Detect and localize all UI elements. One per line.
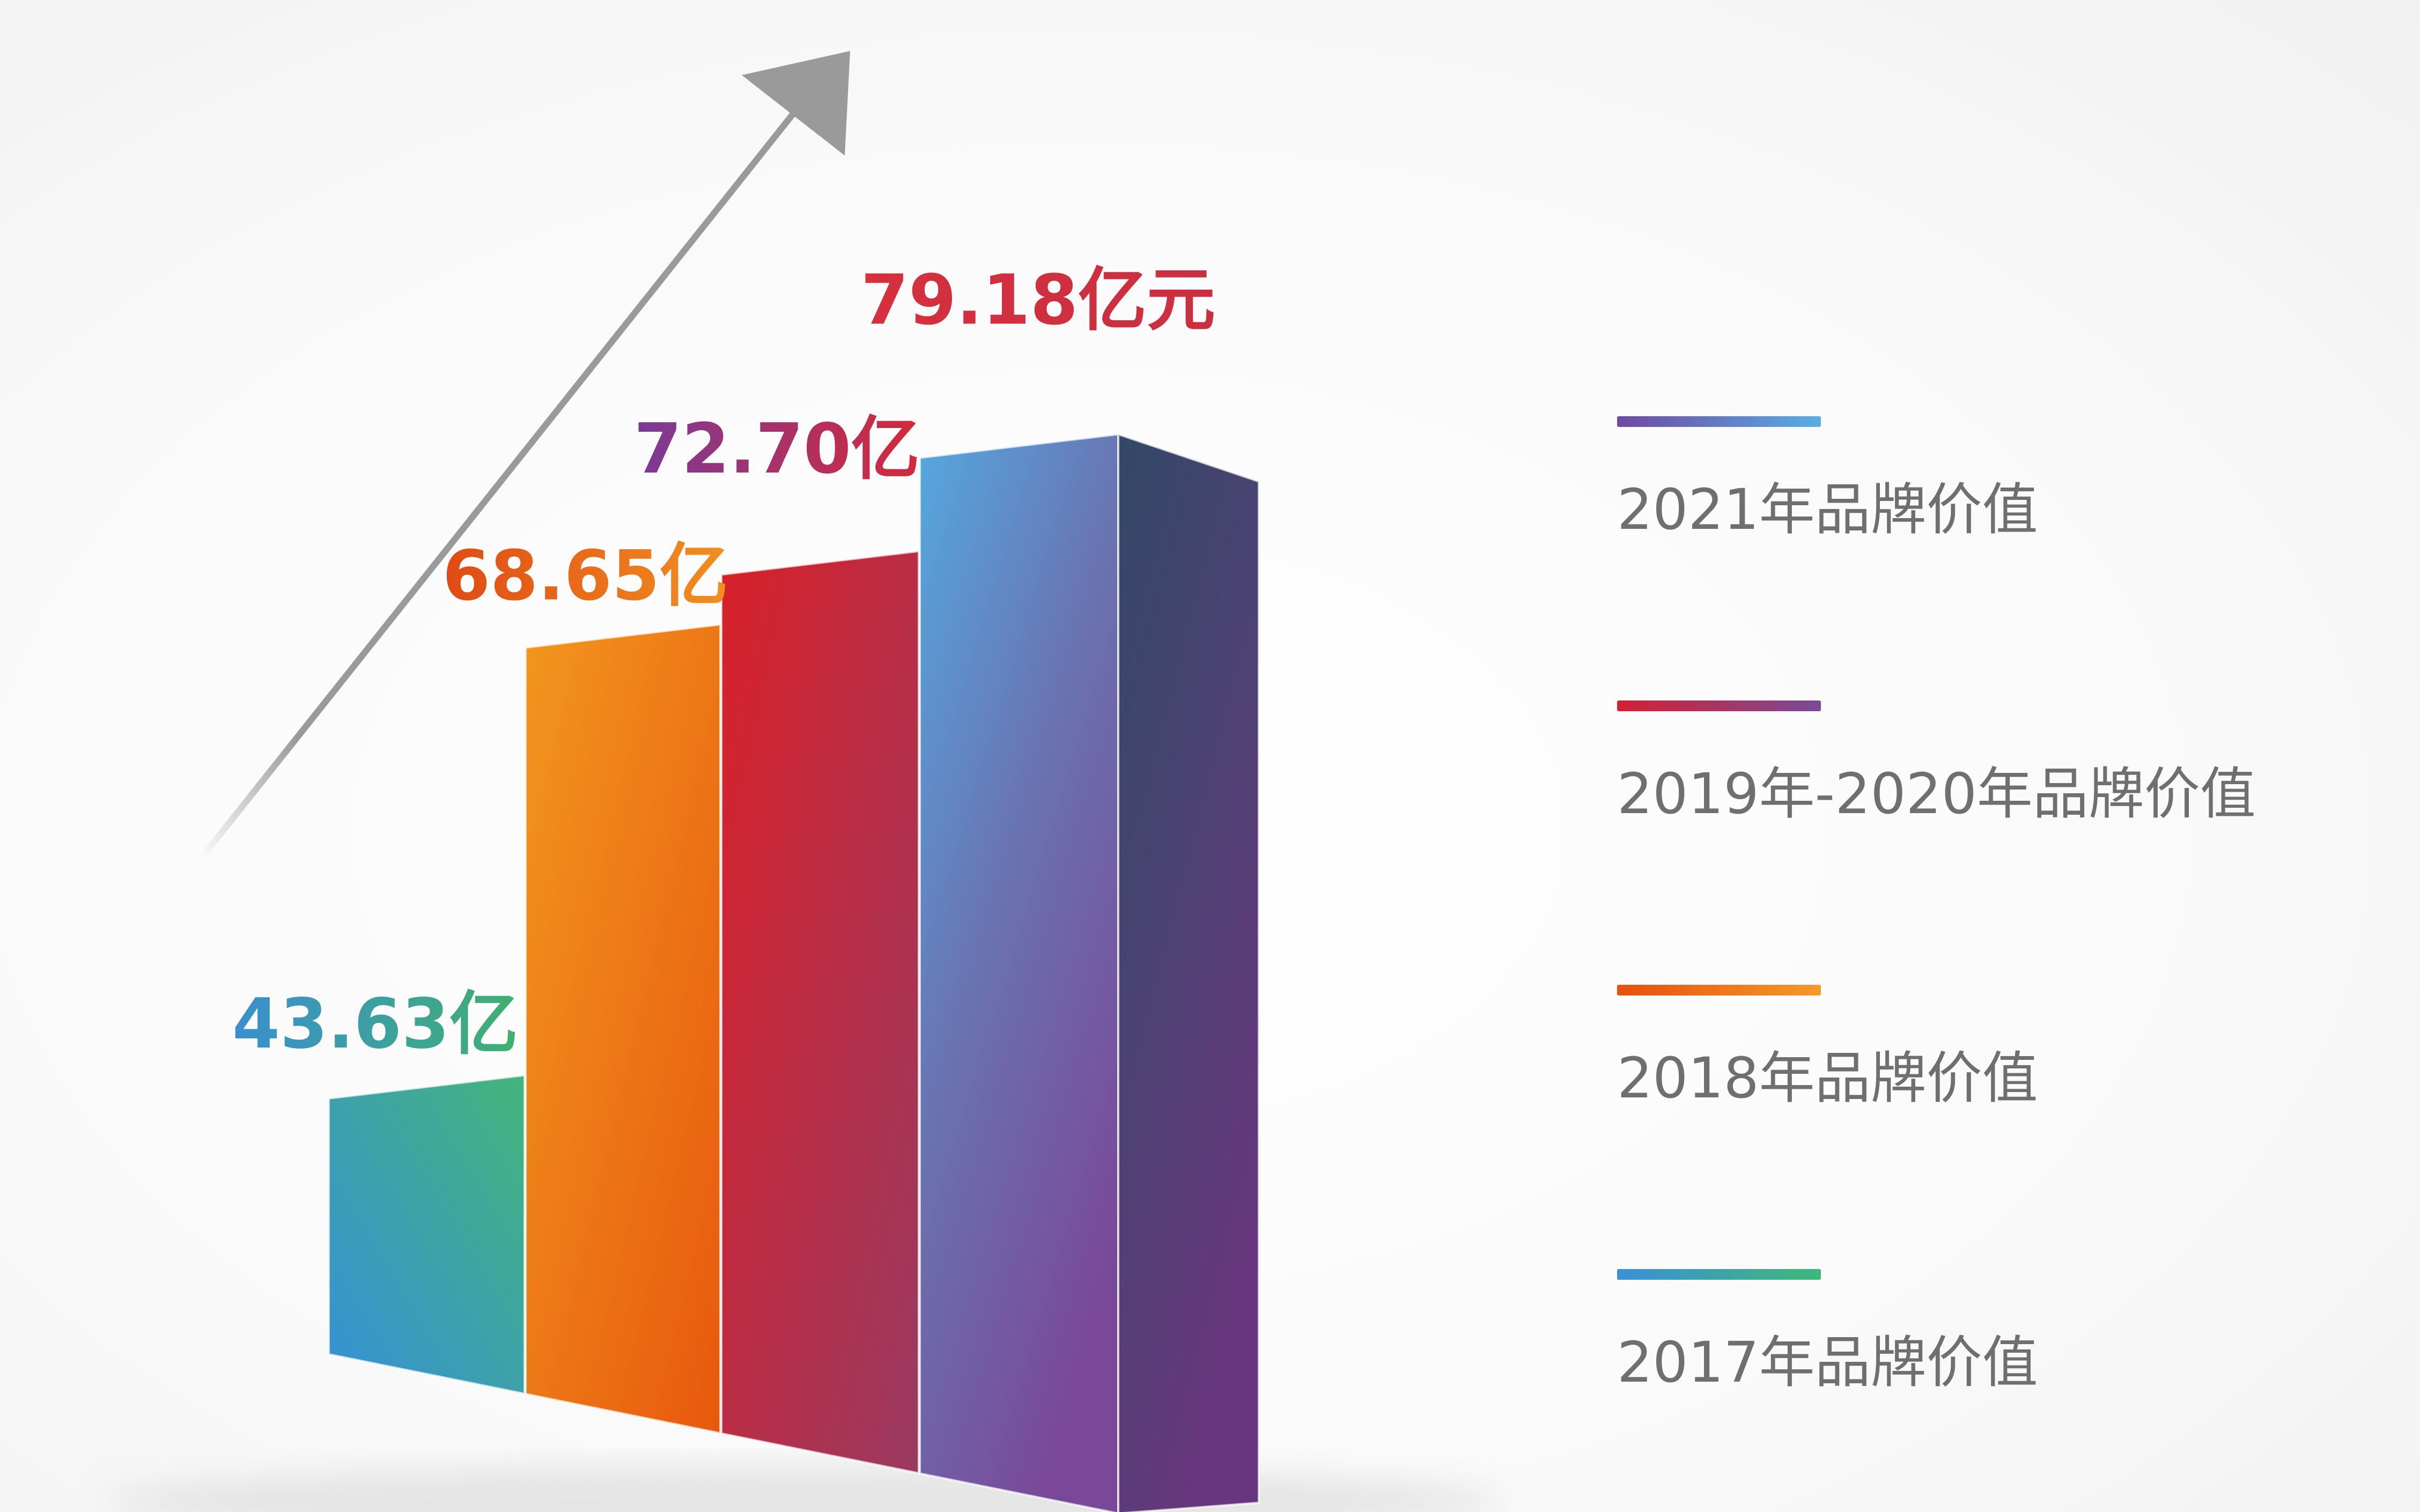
legend-labels-group: 2021年品牌价值 2019年-2020年品牌价值 2018年品牌价值 2017年品牌…: [1617, 477, 2256, 1395]
legend-line: [1617, 1269, 1821, 1280]
bar-2017年品牌价值: [328, 1074, 526, 1396]
legend-label: 2018年品牌价值: [1617, 1045, 2038, 1111]
value-labels-group: 43.63亿 68.65亿 72.70亿 79.18亿元: [232, 261, 1215, 1064]
bar-side-face: [1117, 432, 1260, 1512]
bar-2021年品牌价值: [919, 433, 1119, 1512]
legend-label: 2017年品牌价值: [1617, 1330, 2038, 1395]
legend-line: [1617, 985, 1821, 995]
value-label: 43.63亿: [232, 984, 518, 1064]
floor-shadow: [107, 1464, 1502, 1512]
trend-arrow: [198, 51, 850, 861]
legend-line: [1617, 416, 1821, 427]
legend-line: [1617, 700, 1821, 711]
value-label: 79.18亿元: [861, 261, 1215, 341]
value-label: 68.65亿: [442, 536, 728, 616]
legend-label: 2019年-2020年品牌价值: [1617, 761, 2256, 827]
bar-2018年品牌价值: [525, 623, 721, 1435]
value-label: 72.70亿: [634, 409, 920, 489]
bar-2019年-2020年品牌价值: [720, 550, 920, 1475]
legend-label: 2021年品牌价值: [1617, 477, 2038, 542]
legend-group: [1617, 416, 1821, 1280]
bars-group: [328, 432, 1260, 1512]
